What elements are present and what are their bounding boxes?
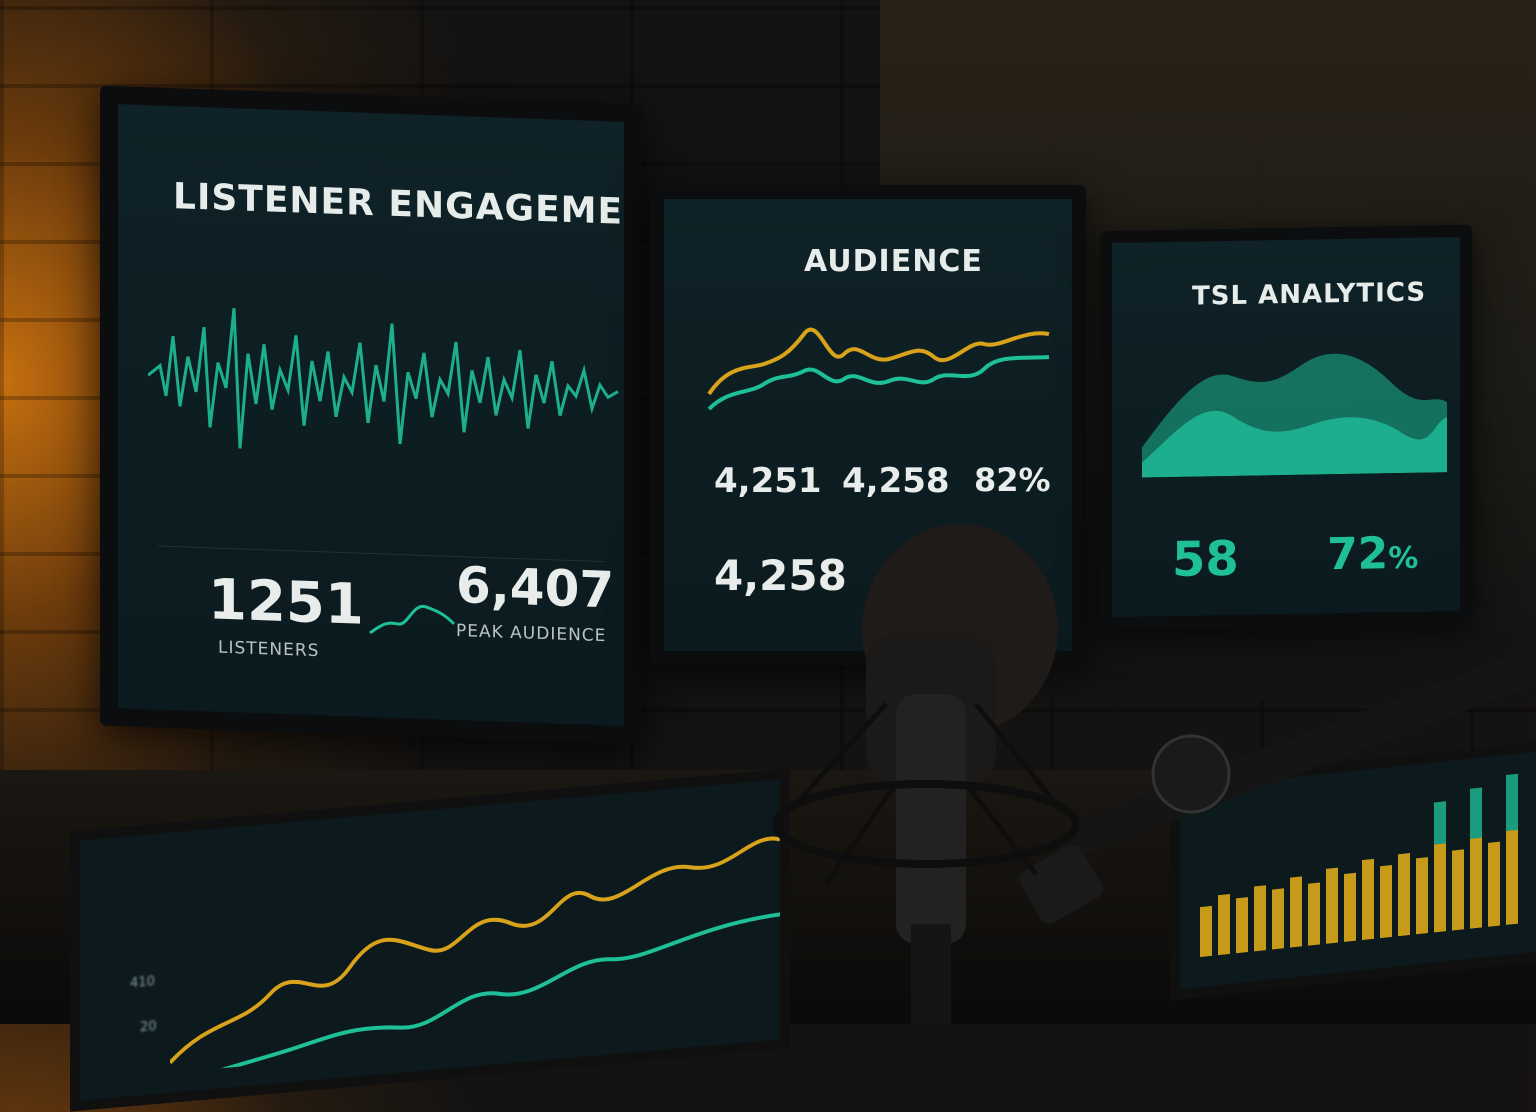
listeners-value: 1251	[208, 567, 364, 638]
monitor-tsl-analytics: TSL ANALYTICS 58 72%	[1100, 224, 1472, 630]
microphone-icon	[772, 524, 1536, 1024]
bar-chart	[1200, 773, 1518, 958]
sparkline	[369, 604, 456, 635]
tick-top: 410	[130, 974, 155, 992]
listeners-label: LISTENERS	[218, 637, 320, 662]
stat-4: 4,258	[714, 551, 847, 600]
area-chart	[1142, 353, 1447, 478]
tick-bottom: 20	[140, 1018, 157, 1036]
monitor-listener-engagement: LISTENER ENGAGEMENT 1251 LISTENERS 6,407…	[100, 85, 642, 745]
bottom-right-screen	[1170, 739, 1536, 1001]
stat-1: 4,251	[714, 461, 822, 501]
peak-audience-value: 6,407	[456, 555, 615, 620]
screen: TSL ANALYTICS 58 72%	[1112, 236, 1460, 618]
stat-2: 4,258	[842, 461, 950, 501]
screen-title: TSL ANALYTICS	[1192, 277, 1427, 312]
screen-title: LISTENER ENGAGEMENT	[173, 176, 624, 235]
stat-3: 82%	[974, 461, 1051, 499]
peak-audience-label: PEAK AUDIENCE	[456, 620, 607, 647]
waveform	[148, 308, 619, 449]
bottom-line-chart	[170, 836, 781, 1073]
audience-line-chart	[707, 327, 1050, 411]
screen: LISTENER ENGAGEMENT 1251 LISTENERS 6,407…	[118, 104, 624, 726]
screen-title: AUDIENCE	[804, 244, 983, 279]
